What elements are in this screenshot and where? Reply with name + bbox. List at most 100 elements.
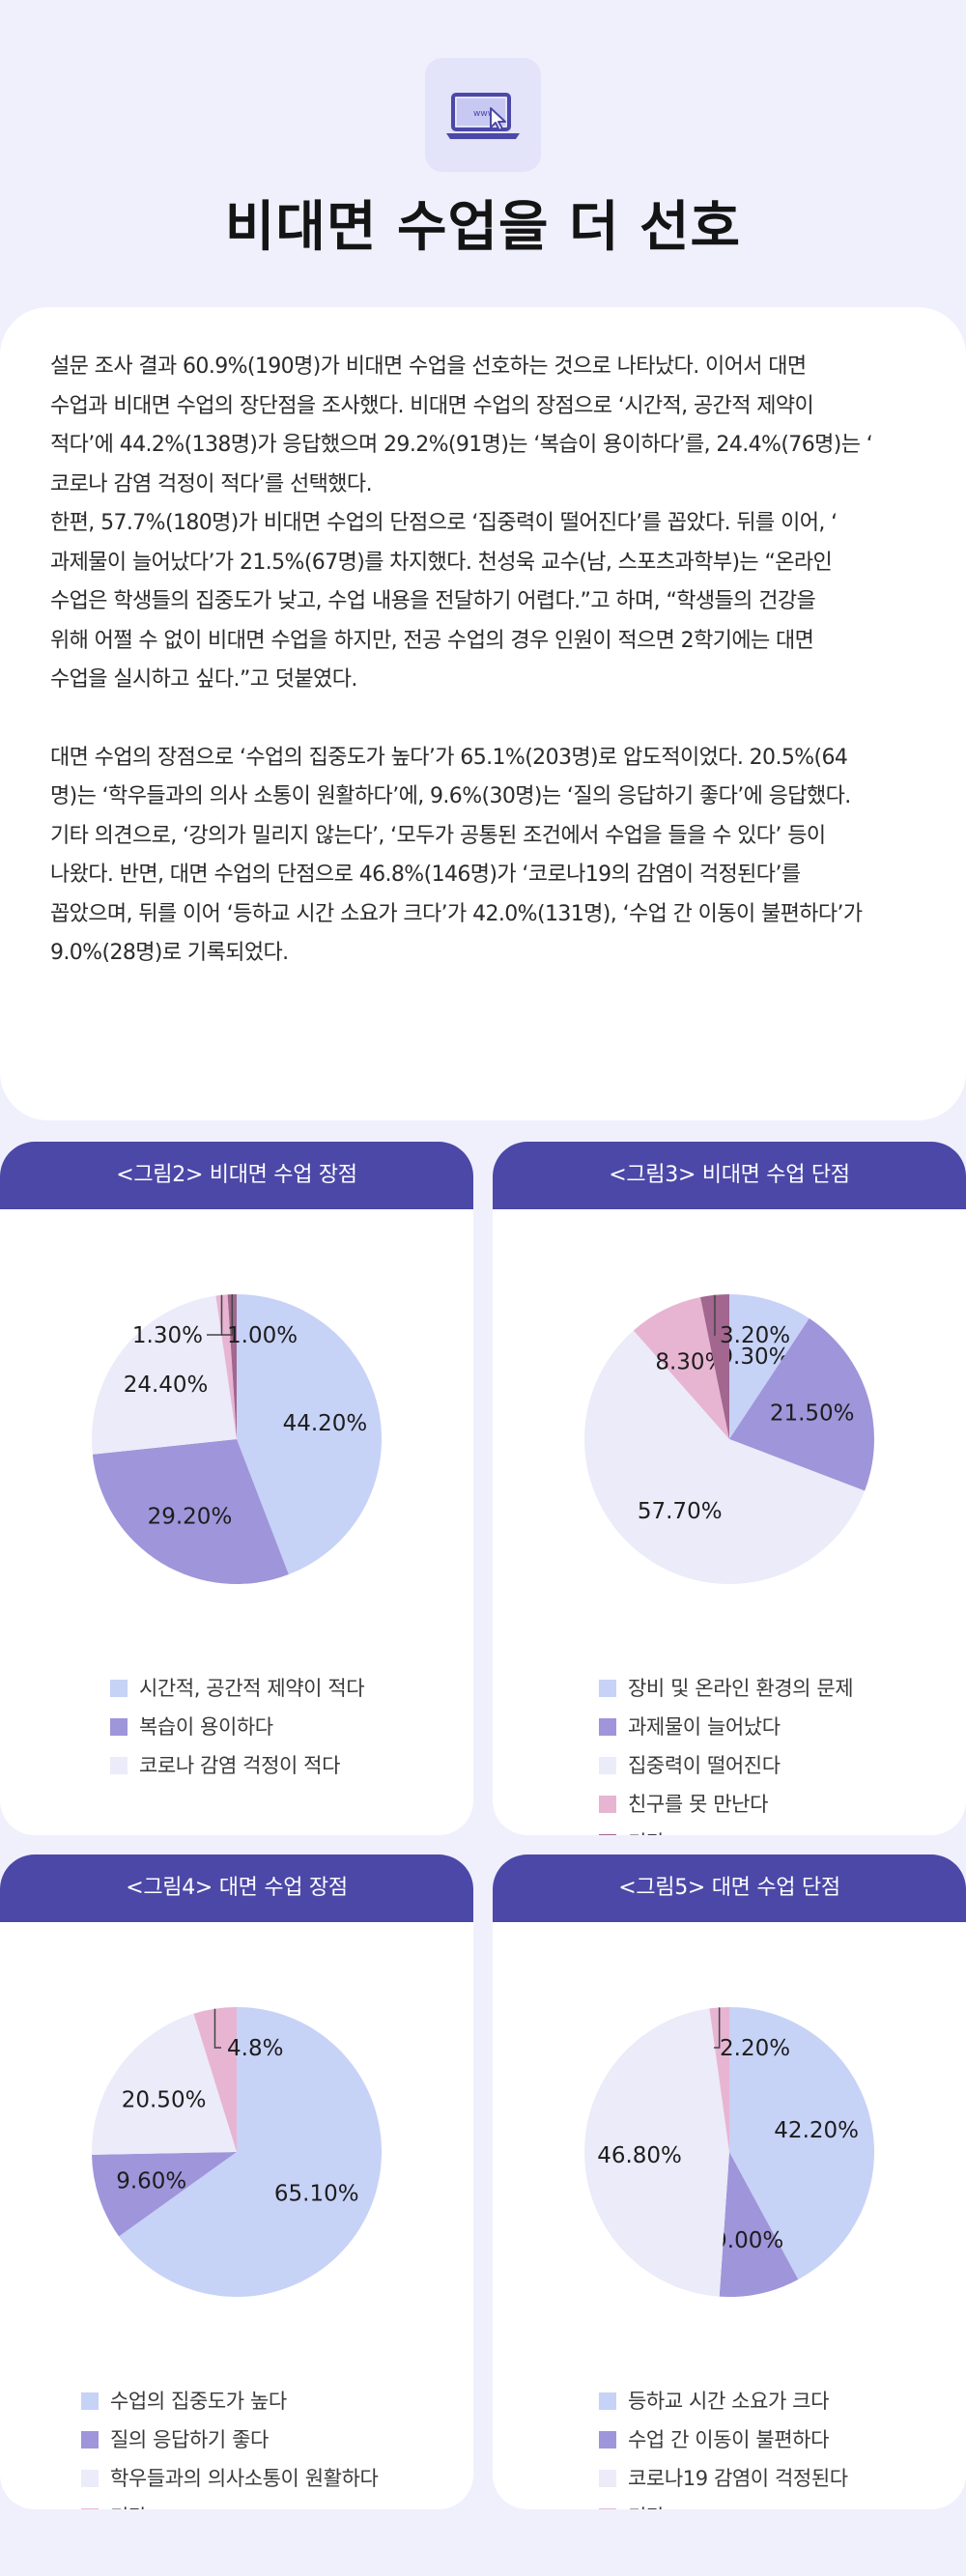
chart-card-remote-cons: <그림3> 비대면 수업 단점 9.30% 21.50% 57.70% 8.30% 3.… xyxy=(493,1142,966,1835)
pie-slice xyxy=(729,1317,874,1491)
legend-swatch xyxy=(599,1834,616,1835)
pie-slice xyxy=(584,1330,866,1584)
pie-data-label: 42.20% xyxy=(774,2118,859,2143)
legend-item: 기타 xyxy=(599,1824,853,1835)
chart-card-inperson-cons: <그림5> 대면 수업 단점 42.20% 9.00% 46.80% 2.20% 등하… xyxy=(493,1854,966,2509)
chart-title: <그림2> 비대면 수업 장점 xyxy=(0,1142,473,1209)
legend-swatch xyxy=(81,2470,99,2487)
legend-swatch xyxy=(599,1718,616,1736)
pie-slice xyxy=(729,1294,810,1439)
chart-title: <그림4> 대면 수업 장점 xyxy=(0,1854,473,1922)
legend-label: 장비 및 온라인 환경의 문제 xyxy=(628,1677,854,1700)
pie-data-label: 29.20% xyxy=(148,1504,233,1529)
legend-item: 코로나19 감염이 걱정된다 xyxy=(599,2459,848,2498)
legend-swatch xyxy=(599,2392,616,2410)
chart-title: <그림5> 대면 수업 단점 xyxy=(493,1854,966,1922)
legend-swatch xyxy=(599,1796,616,1813)
pie-data-label: 57.70% xyxy=(638,1499,723,1524)
pie-chart-remote-cons: 9.30%21.50%57.70%8.30%3.20% xyxy=(584,1294,874,1584)
legend-label: 기타 xyxy=(110,2498,147,2509)
pie-chart-inperson-pros: 65.10% 9.60% 20.50% 4.8% xyxy=(92,2007,382,2297)
pie-data-label: 2.20% xyxy=(720,2036,790,2061)
legend-item: 집중력이 떨어진다 xyxy=(599,1746,853,1785)
pie-slice xyxy=(119,2007,382,2297)
pie-data-label: 20.50% xyxy=(122,2088,207,2113)
article-paragraph-2: 대면 수업의 장점으로 ‘수업의 집중도가 높다’가 65.1%(203명)로 … xyxy=(50,745,863,966)
legend-label: 과제물이 늘어났다 xyxy=(628,1715,781,1739)
legend-item: 과제물이 늘어났다 xyxy=(599,1708,853,1746)
page-title: 비대면 수업을 더 선호 xyxy=(224,196,742,259)
legend-label: 코로나 감염 걱정이 적다 xyxy=(139,1754,341,1777)
legend-item: 친구를 못 만난다 xyxy=(599,1785,853,1824)
pie-data-label: 24.40% xyxy=(124,1373,209,1398)
pie-data-label: 9.30% xyxy=(719,1345,789,1370)
leader-line xyxy=(221,1294,234,1336)
chart-title: <그림3> 비대면 수업 단점 xyxy=(493,1142,966,1209)
pie-slice xyxy=(92,2152,238,2237)
pie-slice xyxy=(709,2007,729,2152)
legend-swatch xyxy=(110,1680,128,1697)
pie-slice xyxy=(92,1295,237,1455)
legend-label: 집중력이 떨어진다 xyxy=(628,1754,781,1777)
legend-swatch xyxy=(81,2392,99,2410)
icon-www-text: www xyxy=(473,109,495,119)
pie-slice xyxy=(92,2013,238,2155)
legend-swatch xyxy=(599,1757,616,1774)
legend-swatch xyxy=(81,2508,99,2509)
legend-swatch xyxy=(599,2470,616,2487)
pie-data-label: 65.10% xyxy=(274,2181,359,2206)
legend-label: 복습이 용이하다 xyxy=(139,1715,273,1739)
legend-label: 기타 xyxy=(628,1824,665,1835)
pie-slice xyxy=(227,1294,237,1439)
legend-item: 질의 응답하기 좋다 xyxy=(81,2420,378,2459)
legend-label: 수업 간 이동이 불편하다 xyxy=(628,2428,830,2451)
legend-label: 코로나19 감염이 걱정된다 xyxy=(628,2467,848,2490)
legend-item: 기타 xyxy=(81,2498,378,2509)
leader-line xyxy=(714,2007,721,2049)
legend-item: 기타 xyxy=(599,2498,848,2509)
legend-item: 등하교 시간 소요가 크다 xyxy=(599,2382,848,2420)
legend-swatch xyxy=(110,1757,128,1774)
pie-data-label: 1.30% xyxy=(132,1323,203,1348)
legend-label: 등하교 시간 소요가 크다 xyxy=(628,2390,830,2413)
legend-item: 장비 및 온라인 환경의 문제 xyxy=(599,1669,854,1708)
pie-data-label: 9.60% xyxy=(116,2168,186,2194)
pie-slice xyxy=(700,1294,729,1439)
legend-swatch xyxy=(81,2431,99,2449)
legend-label: 학우들과의 의사소통이 원활하다 xyxy=(110,2467,379,2490)
pie-slice xyxy=(729,2007,875,2279)
chart-card-remote-pros: <그림2> 비대면 수업 장점 44.20% 29.20% 24.40% 1.30% 1… xyxy=(0,1142,473,1835)
legend-item: 코로나 감염 걱정이 적다 xyxy=(110,1746,364,1785)
leader-line xyxy=(714,1294,716,1336)
pie-data-label: 46.80% xyxy=(597,2143,682,2168)
legend-label: 수업의 집중도가 높다 xyxy=(110,2390,287,2413)
legend-label: 기타 xyxy=(628,2498,665,2509)
legend-item: 수업 간 이동이 불편하다 xyxy=(599,2420,848,2459)
laptop-cursor-icon: www xyxy=(425,58,541,172)
legend-label: 시간적, 공간적 제약이 적다 xyxy=(139,1677,365,1700)
legend-label: 친구를 못 만난다 xyxy=(628,1793,768,1816)
leader-line xyxy=(213,2008,221,2049)
legend-item: 복습이 용이하다 xyxy=(110,1708,364,1746)
pie-data-label: 9.00% xyxy=(713,2228,783,2253)
pie-chart-remote-pros: 44.20% 29.20% 24.40% 1.30% 1.00% xyxy=(92,1294,383,1584)
legend-label: 질의 응답하기 좋다 xyxy=(110,2428,269,2451)
chart-card-inperson-pros: <그림4> 대면 수업 장점 65.10% 9.60% 20.50% 4.8% 수업의… xyxy=(0,1854,473,2509)
legend-swatch xyxy=(110,1718,128,1736)
legend-swatch xyxy=(599,2508,616,2509)
pie-data-label: 21.50% xyxy=(770,1401,855,1426)
pie-data-label: 3.20% xyxy=(720,1323,790,1348)
legend-item: 시간적, 공간적 제약이 적다 xyxy=(110,1669,365,1708)
legend-item: 학우들과의 의사소통이 원활하다 xyxy=(81,2459,379,2498)
pie-slice xyxy=(92,1439,289,1584)
pie-slice xyxy=(193,2007,237,2152)
pie-slice xyxy=(237,1294,383,1575)
pie-data-label: 4.8% xyxy=(227,2036,283,2061)
legend-swatch xyxy=(599,1680,616,1697)
pie-data-label: 1.00% xyxy=(227,1323,298,1348)
pie-slice xyxy=(583,2008,729,2297)
